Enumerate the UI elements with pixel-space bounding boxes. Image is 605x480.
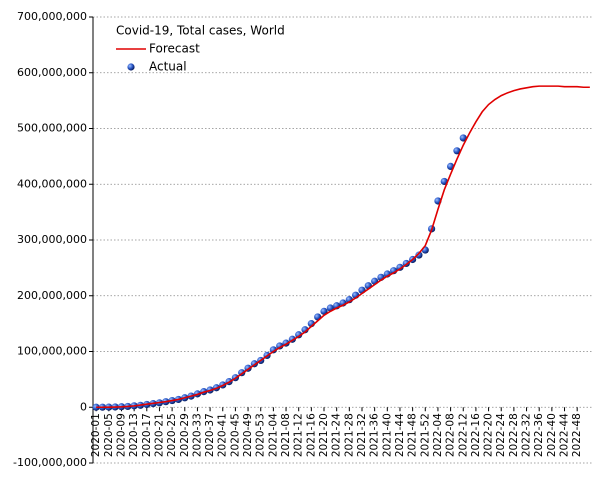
legend-label: Actual [149,60,187,74]
actual-point [453,147,461,155]
x-tick-label: 2022-08 [445,413,457,457]
x-tick-label: 2020-45 [229,413,241,457]
x-tick-label: 2021-28 [343,413,355,457]
y-tick-label: 300,000,000 [17,233,87,246]
x-tick-label: 2020-21 [153,413,165,457]
actual-point [301,326,309,334]
y-tick-label: 200,000,000 [17,289,87,302]
marks [92,85,590,411]
y-tick-label: -100,000,000 [13,456,87,469]
y-tick-label: 0 [80,400,87,413]
legend-marker [127,63,135,71]
x-tick-label: 2021-32 [356,413,368,457]
y-tick-label: 600,000,000 [17,66,87,79]
x-tick-label: 2020-29 [179,413,191,457]
x-tick-label: 2022-32 [521,413,533,457]
x-tick-label: 2020-17 [141,413,153,457]
x-tick-label: 2022-16 [470,413,482,457]
actual-point [396,263,404,271]
x-tick-label: 2020-37 [204,413,216,457]
x-tick-label: 2021-08 [280,413,292,457]
grid [89,16,593,464]
y-tick-label: 400,000,000 [17,177,87,190]
x-tick-label: 2022-36 [533,413,545,457]
x-tick-label: 2021-48 [407,413,419,457]
x-tick-label: 2020-33 [191,413,203,457]
actual-point [276,342,284,350]
x-tick-label: 2020-13 [128,413,140,457]
actual-point [459,134,467,142]
x-tick-label: 2022-20 [483,413,495,457]
x-tick-label: 2020-01 [90,413,102,457]
x-tick-label: 2021-16 [305,413,317,457]
x-tick-label: 2022-12 [457,413,469,457]
x-tick-label: 2021-12 [293,413,305,457]
x-tick-label: 2021-44 [394,413,406,457]
forecast-line [96,85,590,409]
x-tick-label: 2021-20 [318,413,330,457]
x-tick-label: 2020-49 [242,413,254,457]
actual-point [415,251,423,259]
x-tick-label: 2021-36 [369,413,381,457]
actual-point [295,331,303,339]
x-tick-label: 2020-09 [115,413,127,457]
x-tick-label: 2020-53 [255,413,267,457]
x-tick-label: 2021-24 [331,413,343,457]
x-tick-label: 2022-40 [546,413,558,457]
x-tick-label: 2021-04 [267,413,279,457]
chart-title: Covid-19, Total cases, World [116,24,285,38]
x-tick-label: 2022-28 [508,413,520,457]
x-tick-label: 2022-24 [495,413,507,457]
x-tick-label: 2020-05 [103,413,115,457]
actual-point [269,346,277,354]
legend: Covid-19, Total cases, World Forecast Act… [116,24,285,74]
x-tick-label: 2022-48 [571,413,583,457]
legend-label: Forecast [149,42,200,56]
x-tick-label: 2022-44 [559,413,571,457]
actual-point [320,307,328,315]
y-tick-label: 100,000,000 [17,345,87,358]
x-tick-label: 2020-25 [166,413,178,457]
y-tick-label: 500,000,000 [17,122,87,135]
x-tick-label: 2021-40 [381,413,393,457]
x-tick-label: 2021-52 [419,413,431,457]
x-tick-label: 2022-04 [432,413,444,457]
x-tick-label: 2020-41 [217,413,229,457]
y-tick-label: 700,000,000 [17,10,87,23]
